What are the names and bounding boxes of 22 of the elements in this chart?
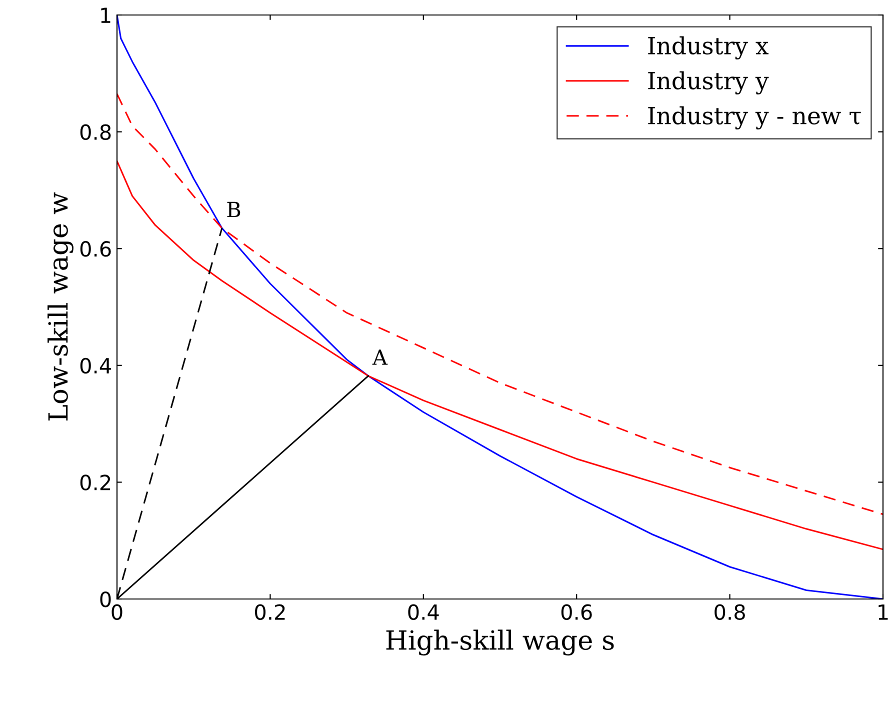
x-tick-label: 0.4 <box>408 604 439 620</box>
annotation: A <box>372 350 388 365</box>
y-tick-label: 1 <box>101 8 110 23</box>
legend-label: Industry y <box>648 71 769 94</box>
x-tick-label: 0.8 <box>714 604 745 620</box>
line-series <box>117 93 883 516</box>
legend-label: Industry y - new τ <box>648 106 861 130</box>
y-tick-label: 0.2 <box>80 474 110 490</box>
legend-label: Industry x <box>648 36 768 60</box>
y-tick-label: 0 <box>100 591 111 608</box>
x-tick-label: 0 <box>112 604 122 620</box>
x-tick-label: 0.2 <box>255 604 285 620</box>
x-axis-title: High-skill wage s <box>386 630 614 656</box>
line-series <box>117 160 883 550</box>
y-tick-label: 0.4 <box>80 358 111 374</box>
y-tick-label: 0.6 <box>80 241 111 257</box>
y-tick-label: 0.8 <box>80 124 111 140</box>
x-tick-label: 1 <box>878 604 888 620</box>
x-tick-label: 0.6 <box>561 604 592 620</box>
annotation: B <box>227 202 240 218</box>
line-series <box>117 15 883 599</box>
y-axis-title: Low-skill wage w <box>48 192 74 421</box>
